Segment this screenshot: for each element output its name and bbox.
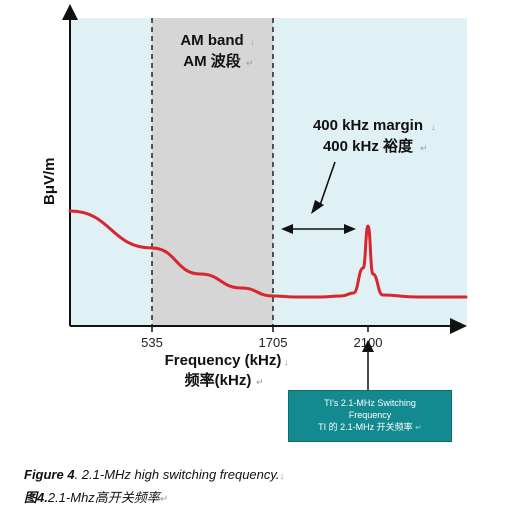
x-tick-label: 1705 <box>259 335 288 350</box>
figure-number-cn: 图4. <box>24 490 48 505</box>
return-mark-icon: ↵ <box>256 377 264 387</box>
x-tick-group: 53517052100 <box>141 326 382 350</box>
y-axis-label: BμV/m <box>41 157 58 205</box>
margin-label-cn: 400 kHz 裕度 <box>323 137 414 155</box>
return-mark-icon: ↵ <box>420 143 428 153</box>
margin-span-left-arrowhead <box>281 224 293 234</box>
figure-caption-cn: 图4.2.1-Mhz高开关频率↵ <box>24 487 168 506</box>
x-axis-label-en: Frequency (kHz) <box>165 352 282 369</box>
series-line <box>68 209 468 299</box>
return-mark-icon: ↵ <box>415 423 422 432</box>
margin-pointer-line <box>318 161 336 209</box>
margin-label-en: 400 kHz margin <box>313 117 423 134</box>
paragraph-mark-icon: ↓ <box>279 471 285 482</box>
caption-text-en: . 2.1-MHz high switching frequency. <box>74 467 280 482</box>
return-mark-icon: ↵ <box>246 58 254 68</box>
callout-line-3: TI 的 2.1-MHz 开关频率 <box>318 422 413 432</box>
callout-connector-arrowhead <box>362 340 374 352</box>
x-axis-arrowhead <box>450 318 467 334</box>
x-axis-label-cn: 频率(kHz) <box>185 371 252 389</box>
figure-caption-en: Figure 4. 2.1-MHz high switching frequen… <box>24 467 285 482</box>
paragraph-mark-icon: ↓ <box>284 357 289 367</box>
figure-number: Figure 4 <box>24 467 75 482</box>
x-tick-label: 535 <box>141 335 163 350</box>
margin-span-right-arrowhead <box>344 224 356 234</box>
paragraph-mark-icon: ↓ <box>250 37 255 47</box>
am-band-label-en: AM band <box>180 32 243 49</box>
callout-line-2: Frequency <box>348 410 392 420</box>
margin-pointer-arrowhead <box>311 200 324 214</box>
callout-line-1: TI's 2.1-MHz Switching <box>324 398 416 408</box>
return-mark-icon: ↵ <box>159 494 169 505</box>
switching-frequency-callout: TI's 2.1-MHz Switching Frequency TI 的 2.… <box>288 390 452 442</box>
caption-text-cn: 2.1-Mhz高开关频率 <box>47 490 160 505</box>
paragraph-mark-icon: ↓ <box>431 122 436 132</box>
y-axis-arrowhead <box>62 4 78 20</box>
am-band-label-cn: AM 波段 <box>183 52 241 70</box>
